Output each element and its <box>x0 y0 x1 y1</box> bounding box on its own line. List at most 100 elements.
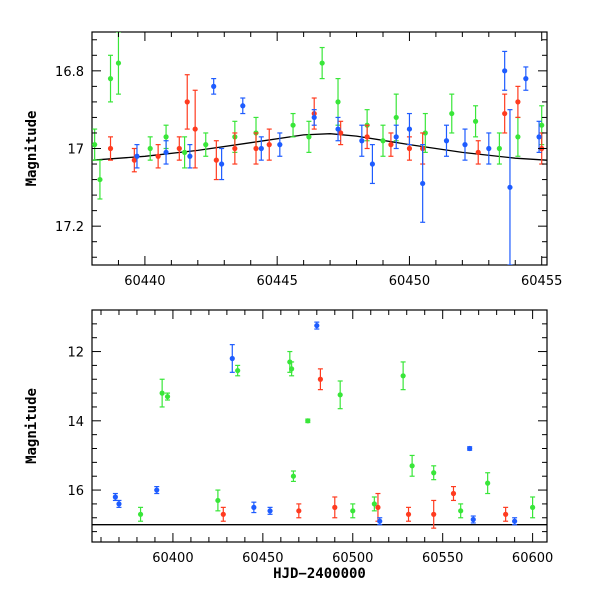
data-point-green <box>181 136 188 169</box>
data-point-blue <box>335 116 341 142</box>
data-point-green <box>472 105 479 138</box>
bottom-y-axis-label: Magnitude <box>24 388 40 464</box>
data-point-blue <box>369 144 376 185</box>
top-tick-labels: 60440 60445 60450 60455 16.8 17 17.2 <box>55 65 562 289</box>
data-point-blue <box>393 124 399 150</box>
data-point-blue <box>219 147 225 181</box>
data-point-green <box>137 506 144 522</box>
y-tick-label: 16.8 <box>55 65 84 80</box>
x-tick-label: 60450 <box>242 551 283 566</box>
data-point-red <box>296 503 302 519</box>
data-point-blue <box>523 66 529 91</box>
data-point-green <box>115 32 122 95</box>
data-point-green <box>164 392 171 401</box>
data-point-green <box>400 361 406 391</box>
data-point-red <box>503 506 509 522</box>
x-tick-label: 60450 <box>389 274 430 289</box>
x-tick-label: 60550 <box>422 551 463 566</box>
data-point-blue <box>462 128 468 161</box>
data-point-blue <box>277 132 283 157</box>
data-point-blue <box>406 112 413 146</box>
data-point-red <box>107 136 114 161</box>
data-point-blue <box>512 517 518 526</box>
data-point-blue <box>502 50 508 91</box>
x-tick-label: 60440 <box>124 274 165 289</box>
data-point-green <box>337 380 343 410</box>
y-tick-label: 14 <box>67 415 84 430</box>
data-point-red <box>232 132 238 165</box>
data-point-blue <box>486 132 492 165</box>
data-point-green <box>449 93 455 134</box>
data-point-red <box>253 132 259 165</box>
data-point-green <box>422 112 428 153</box>
top-model-curve <box>92 133 547 161</box>
data-point-red <box>317 368 323 391</box>
data-point-green <box>371 496 377 512</box>
top-axis-ticks <box>91 32 547 265</box>
data-point-blue <box>112 492 118 502</box>
data-point-green <box>235 364 241 377</box>
data-point-green <box>163 124 169 150</box>
data-point-green <box>107 54 114 103</box>
x-tick-label: 60500 <box>332 551 373 566</box>
data-point-red <box>375 492 381 522</box>
bottom-panel: 60400 60450 60500 60550 60600 12 14 16 Magnitud… <box>24 309 553 582</box>
y-tick-label: 16 <box>67 484 84 499</box>
data-point-red <box>220 506 226 522</box>
x-tick-label: 60600 <box>512 551 553 566</box>
x-tick-label: 60400 <box>152 551 193 566</box>
data-point-red <box>155 144 161 169</box>
data-point-green <box>515 116 521 157</box>
bottom-tick-labels: 60400 60450 60500 60550 60600 12 14 16 <box>67 346 553 566</box>
top-y-axis-label: Magnitude <box>24 111 40 187</box>
data-point-green <box>203 132 209 157</box>
bottom-axis-ticks <box>92 309 547 542</box>
y-tick-label: 17.2 <box>55 220 84 235</box>
data-point-blue <box>116 499 122 508</box>
data-point-blue <box>211 77 217 95</box>
data-point-green <box>319 46 325 80</box>
data-point-blue <box>258 136 264 161</box>
data-point-blue <box>420 144 426 223</box>
data-point-green <box>290 112 296 138</box>
data-point-red <box>515 85 521 119</box>
data-point-red <box>388 132 394 157</box>
data-point-green <box>147 136 153 161</box>
data-point-red <box>364 124 370 150</box>
data-point-blue <box>240 97 246 115</box>
top-data-points <box>92 32 545 265</box>
data-point-green <box>350 503 356 519</box>
data-point-blue <box>154 485 160 495</box>
data-point-red <box>332 496 338 519</box>
bottom-plot-frame <box>91 309 548 543</box>
data-point-green <box>289 361 295 377</box>
data-point-blue <box>536 120 542 153</box>
data-point-red <box>450 485 457 502</box>
x-tick-label: 60445 <box>256 274 297 289</box>
data-point-green <box>458 503 464 519</box>
data-point-blue <box>251 501 257 514</box>
data-point-blue <box>467 445 473 452</box>
data-point-green <box>306 120 312 153</box>
data-point-red <box>431 499 437 529</box>
data-point-green <box>97 159 103 200</box>
data-point-green <box>159 378 165 408</box>
y-tick-label: 17 <box>67 143 84 158</box>
data-point-red <box>184 74 190 130</box>
data-point-red <box>502 93 508 134</box>
data-point-red <box>266 128 272 161</box>
data-point-green <box>290 470 297 483</box>
y-tick-label: 12 <box>67 346 84 361</box>
data-point-blue <box>134 144 140 169</box>
data-point-red <box>338 120 344 146</box>
data-point-green <box>215 489 221 512</box>
data-point-red <box>405 506 412 522</box>
data-point-blue <box>267 506 273 515</box>
x-tick-label: 60455 <box>521 274 562 289</box>
data-point-blue <box>359 124 365 157</box>
data-point-green <box>431 465 437 481</box>
data-point-green <box>92 128 98 161</box>
data-point-green <box>485 472 491 495</box>
data-point-green <box>530 496 536 519</box>
